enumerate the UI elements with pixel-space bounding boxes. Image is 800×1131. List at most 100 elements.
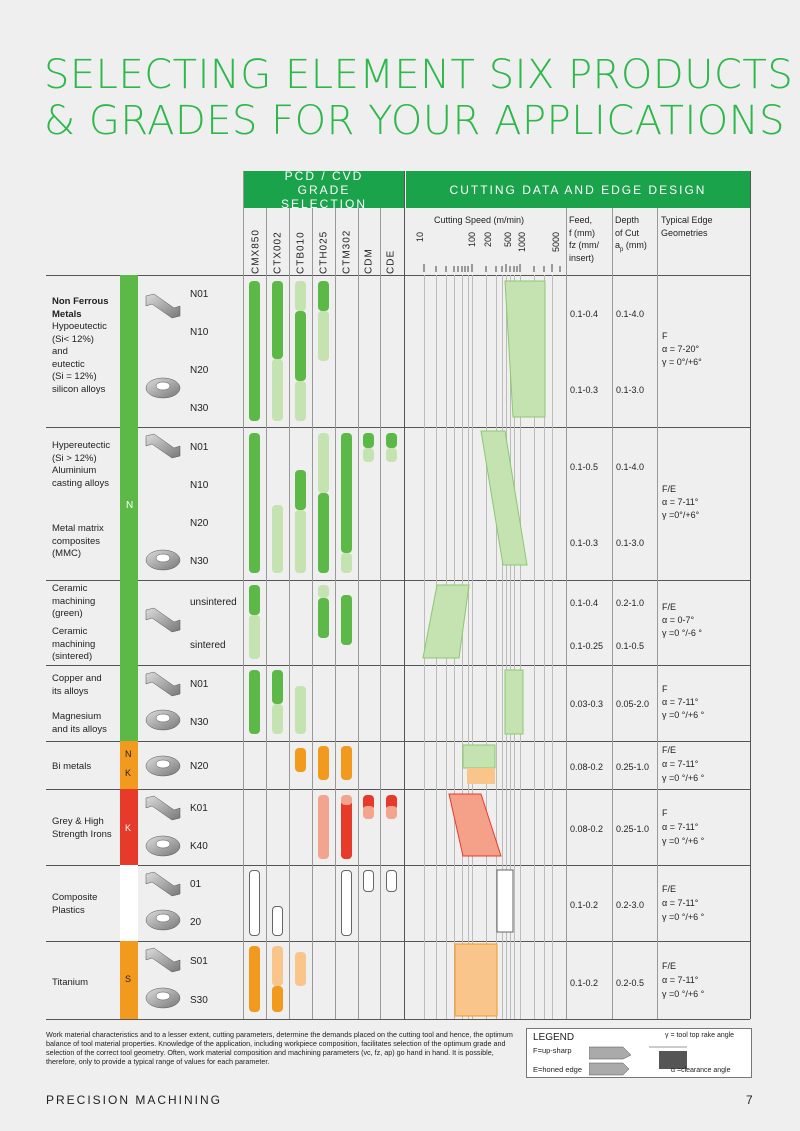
grade-pill	[272, 505, 283, 573]
grade-pill	[341, 795, 352, 805]
speed-range	[504, 280, 546, 418]
material-magnesium: Magnesium and its alloys	[52, 711, 107, 735]
speed-range	[422, 584, 470, 659]
grade-pill	[295, 686, 306, 734]
edge-geometry: F/E α = 0-7° γ =0 °/-6 °	[662, 602, 702, 638]
grade-pill	[295, 748, 306, 772]
depth-header: Depth of Cut ap (mm)	[615, 215, 647, 253]
grade-pill	[295, 381, 306, 421]
turning-tool-icon	[145, 671, 181, 697]
grade-code: N01	[190, 442, 209, 453]
grade-label-cdm: CDM	[363, 248, 375, 274]
feed-value: 0.1-0.25	[570, 641, 604, 651]
legend-f: F=up-sharp	[533, 1046, 572, 1055]
grade-code: 20	[190, 917, 202, 928]
grade-pill	[318, 281, 329, 311]
grade-pill	[295, 952, 306, 986]
grade-pill	[249, 946, 260, 1012]
turning-tool-icon	[145, 293, 181, 319]
feed-value: 0.03-0.3	[570, 699, 604, 709]
speed-range	[454, 943, 498, 1017]
grade-label-ctm302: CTM302	[341, 229, 353, 274]
feed-value: 0.08-0.2	[570, 824, 604, 834]
grade-pill	[363, 448, 374, 462]
material-copper: Copper and its alloys	[52, 673, 102, 697]
page-number: 7	[746, 1093, 753, 1107]
speed-range	[448, 793, 502, 857]
speed-axis-ticks	[423, 264, 561, 272]
grade-code: N30	[190, 717, 209, 728]
edge-header: Typical Edge Geometries	[661, 215, 713, 238]
grade-code: K01	[190, 803, 208, 814]
material-non-ferrous: Non Ferrous Metals Hypoeutectic (Si< 12%)…	[52, 296, 109, 395]
milling-cutter-icon	[145, 377, 181, 399]
turning-tool-icon	[145, 433, 181, 459]
grade-code: K40	[190, 841, 208, 852]
cutting-speed-ranges	[422, 280, 546, 1017]
turning-tool-icon	[145, 607, 181, 633]
depth-value: 0.05-2.0	[616, 699, 650, 709]
edge-diagram-icon	[589, 1046, 687, 1076]
title-line-1: SELECTING ELEMENT SIX PRODUCTS	[44, 52, 794, 98]
grade-label-cth025: CTH025	[318, 230, 330, 274]
depth-value: 0.2-3.0	[616, 900, 645, 910]
grade-pill	[318, 311, 329, 361]
footer-title: PRECISION MACHINING	[46, 1093, 223, 1107]
speed-label: Cutting Speed (m/min)	[434, 215, 525, 225]
feed-value: 0.1-0.3	[570, 538, 599, 548]
milling-cutter-icon	[145, 549, 181, 571]
legend-gamma: γ = tool top rake angle	[665, 1032, 735, 1039]
grade-code: 01	[190, 879, 202, 890]
legend-alpha: α =clearance angle	[671, 1067, 731, 1074]
depth-value: 0.2-0.5	[616, 978, 645, 988]
depth-value: 0.25-1.0	[616, 762, 650, 772]
grade-pill	[363, 870, 374, 892]
depth-value: 0.1-0.5	[616, 641, 645, 651]
speed-range	[480, 430, 528, 566]
speed-range	[462, 744, 496, 769]
depth-value: 0.1-3.0	[616, 385, 645, 395]
grade-pill	[295, 281, 306, 311]
grade-pill	[386, 433, 397, 448]
grade-pill	[295, 311, 306, 381]
depth-value: 0.1-3.0	[616, 538, 645, 548]
grade-pill	[272, 946, 283, 986]
depth-value: 0.25-1.0	[616, 824, 650, 834]
grade-pill	[318, 433, 329, 493]
grade-pill	[272, 670, 283, 704]
grade-pill	[318, 585, 329, 598]
grade-code: N20	[190, 761, 209, 772]
edge-geometry: F/E α = 7-11° γ =0 °/+6 °	[662, 961, 705, 999]
turning-tool-icon	[145, 871, 181, 897]
grade-label-cmx850: CMX850	[250, 229, 262, 274]
grade-pill	[249, 615, 260, 659]
grade-code: S30	[190, 995, 208, 1006]
feed-value: 0.08-0.2	[570, 762, 604, 772]
edge-geometry: F/E α = 7-11° γ =0 °/+6 °	[662, 745, 705, 783]
material-composite: Composite Plastics	[52, 892, 98, 916]
grade-pill	[386, 448, 397, 462]
grade-label-ctb010: CTB010	[295, 231, 307, 274]
milling-cutter-icon	[145, 987, 181, 1009]
grade-code: N10	[190, 327, 209, 338]
grade-pill	[249, 870, 260, 936]
grade-pill	[363, 806, 374, 819]
cutting-data-header: CUTTING DATA AND EDGE DESIGN	[406, 171, 750, 208]
grade-code: N01	[190, 679, 209, 690]
grade-pill	[386, 795, 397, 810]
grade-pill	[341, 746, 352, 780]
grade-code: N30	[190, 556, 209, 567]
depth-value: 0.1-4.0	[616, 309, 645, 319]
legend-e: E=honed edge	[533, 1065, 583, 1074]
grade-pill	[272, 704, 283, 734]
edge-geometry: F/E α = 7-11° γ =0 °/+6 °	[662, 884, 705, 922]
material-mmc: Metal matrix composites (MMC)	[52, 523, 104, 559]
grade-code: unsintered	[190, 597, 237, 608]
grade-code: N20	[190, 518, 209, 529]
grade-pill	[341, 800, 352, 859]
grade-code: N01	[190, 289, 209, 300]
turning-tool-icon	[145, 795, 181, 821]
